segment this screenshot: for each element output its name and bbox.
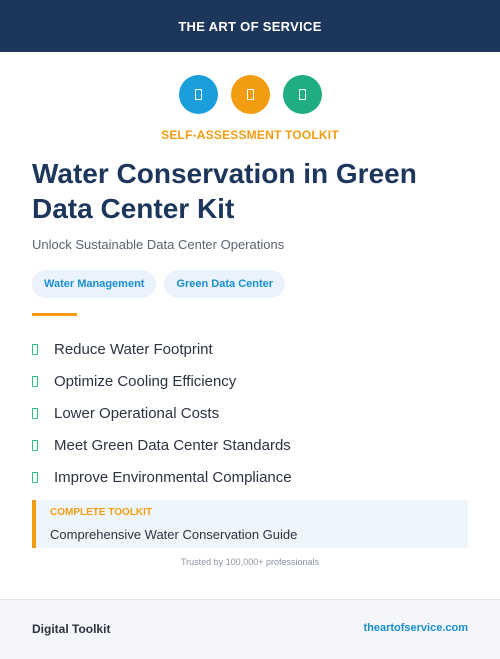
page-subtitle: Unlock Sustainable Data Center Operation… xyxy=(32,237,285,252)
document-icon xyxy=(230,75,270,114)
website-link[interactable]: theartofservice.com xyxy=(363,622,468,634)
document-icon xyxy=(178,75,218,114)
footer-bar: Digital Toolkit theartofservice.com xyxy=(0,599,500,659)
benefit-label: Improve Environmental Compliance xyxy=(54,468,292,486)
toolkit-callout: COMPLETE TOOLKIT Comprehensive Water Con… xyxy=(32,500,468,548)
tag-green-data-center[interactable]: Green Data Center xyxy=(164,270,286,298)
callout-label: COMPLETE TOOLKIT xyxy=(50,507,153,518)
header-bar: THE ART OF SERVICE xyxy=(0,0,500,52)
callout-text: Comprehensive Water Conservation Guide xyxy=(50,527,298,542)
toolkit-eyebrow: SELF-ASSESSMENT TOOLKIT xyxy=(161,128,339,142)
icon-row xyxy=(0,75,500,114)
document-icon xyxy=(282,75,322,114)
benefit-label: Lower Operational Costs xyxy=(54,404,220,422)
benefit-label: Optimize Cooling Efficiency xyxy=(54,372,237,390)
tag-list: Water Management Green Data Center xyxy=(32,270,286,298)
benefit-label: Reduce Water Footprint xyxy=(54,340,213,358)
list-item: Meet Green Data Center Standards xyxy=(32,429,292,461)
benefit-label: Meet Green Data Center Standards xyxy=(54,436,291,454)
accent-divider xyxy=(32,313,77,316)
check-icon xyxy=(32,407,38,419)
page-title: Water Conservation in Green Data Center … xyxy=(32,158,417,224)
brand-title: THE ART OF SERVICE xyxy=(178,18,322,34)
benefit-list: Reduce Water Footprint Optimize Cooling … xyxy=(32,333,292,493)
trust-note: Trusted by 100,000+ professionals xyxy=(180,557,319,567)
check-icon xyxy=(32,343,38,355)
tag-water-management[interactable]: Water Management xyxy=(32,270,157,298)
list-item: Reduce Water Footprint xyxy=(32,333,292,365)
list-item: Improve Environmental Compliance xyxy=(32,461,292,493)
check-icon xyxy=(32,471,38,483)
footer-label: Digital Toolkit xyxy=(32,622,111,636)
check-icon xyxy=(32,439,38,451)
list-item: Optimize Cooling Efficiency xyxy=(32,365,292,397)
check-icon xyxy=(32,375,38,387)
list-item: Lower Operational Costs xyxy=(32,397,292,429)
